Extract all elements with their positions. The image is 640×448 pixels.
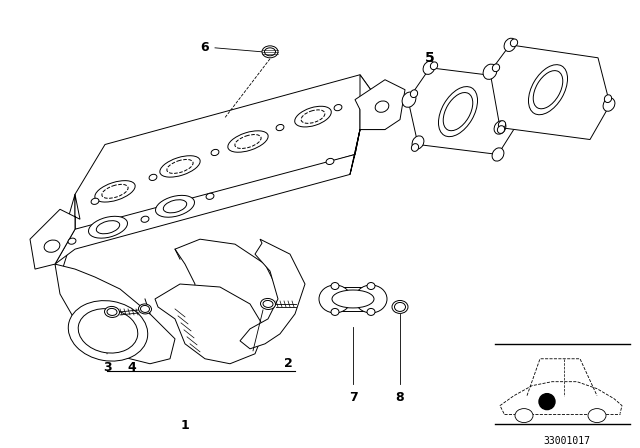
Ellipse shape [375,101,389,112]
Ellipse shape [91,198,99,204]
Ellipse shape [494,121,506,134]
Ellipse shape [423,61,435,74]
Text: 8: 8 [396,391,404,404]
Ellipse shape [319,285,351,313]
Polygon shape [175,239,280,349]
Ellipse shape [102,185,128,198]
Ellipse shape [392,301,408,314]
Ellipse shape [156,195,195,217]
Ellipse shape [206,193,214,199]
Polygon shape [355,80,405,129]
Ellipse shape [529,65,568,115]
Ellipse shape [603,98,615,111]
Ellipse shape [355,285,387,313]
Ellipse shape [430,62,438,69]
Ellipse shape [604,95,612,103]
Ellipse shape [235,134,261,148]
Polygon shape [55,194,75,277]
Polygon shape [490,45,610,139]
Ellipse shape [104,306,120,318]
Ellipse shape [588,409,606,422]
Ellipse shape [262,46,278,58]
Ellipse shape [141,216,149,222]
Text: 33001017: 33001017 [543,435,591,445]
Ellipse shape [260,298,275,310]
Polygon shape [335,287,371,311]
Ellipse shape [492,64,500,72]
Ellipse shape [412,144,419,151]
Ellipse shape [483,64,497,79]
Ellipse shape [394,302,406,311]
Ellipse shape [515,409,533,422]
Ellipse shape [95,181,135,202]
Ellipse shape [160,156,200,177]
Polygon shape [55,129,360,264]
Ellipse shape [331,308,339,315]
Ellipse shape [332,290,374,308]
Ellipse shape [167,159,193,173]
Ellipse shape [499,121,506,129]
Ellipse shape [264,48,275,56]
Ellipse shape [149,174,157,181]
Ellipse shape [412,136,424,149]
Polygon shape [55,264,175,364]
Ellipse shape [138,304,152,314]
Ellipse shape [263,301,273,307]
Ellipse shape [78,309,138,353]
Ellipse shape [141,306,150,312]
Ellipse shape [326,159,334,164]
Polygon shape [240,239,305,349]
Ellipse shape [438,86,477,137]
Text: 6: 6 [201,41,209,54]
Ellipse shape [497,126,504,134]
Ellipse shape [492,148,504,161]
Polygon shape [75,75,385,229]
Ellipse shape [367,283,375,289]
Text: 1: 1 [180,418,189,431]
Ellipse shape [410,90,418,98]
Ellipse shape [163,200,187,213]
Polygon shape [408,68,520,155]
Ellipse shape [504,38,516,52]
Circle shape [539,394,555,409]
Text: 5: 5 [425,51,435,65]
Text: 7: 7 [349,391,357,404]
Ellipse shape [276,125,284,131]
Ellipse shape [228,131,268,152]
Polygon shape [30,194,80,269]
Ellipse shape [444,93,473,131]
Ellipse shape [107,308,117,315]
Ellipse shape [44,240,60,252]
Ellipse shape [211,149,219,155]
Ellipse shape [533,71,563,109]
Ellipse shape [68,301,148,361]
Ellipse shape [96,221,120,234]
Polygon shape [155,284,265,364]
Ellipse shape [294,106,332,127]
Ellipse shape [334,104,342,111]
Ellipse shape [402,92,416,107]
Ellipse shape [367,308,375,315]
Ellipse shape [510,39,518,47]
Polygon shape [350,75,385,174]
Ellipse shape [68,238,76,244]
Text: 2: 2 [284,357,292,370]
Ellipse shape [301,110,325,123]
Text: 4: 4 [127,361,136,374]
Ellipse shape [331,283,339,289]
Text: 3: 3 [102,361,111,374]
Ellipse shape [88,216,127,238]
